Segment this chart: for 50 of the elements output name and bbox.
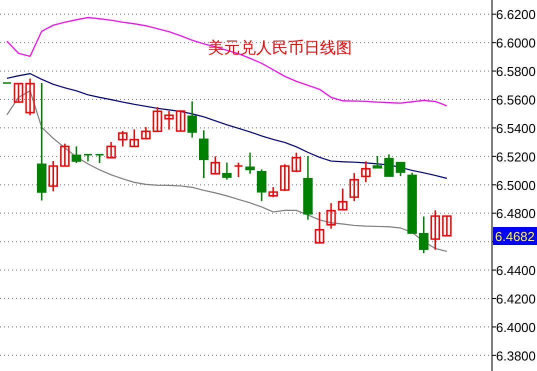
candlestick (72, 146, 82, 164)
text: 6.4682 (495, 229, 535, 244)
candlestick (130, 128, 140, 148)
candlestick (198, 130, 208, 179)
y-tick-label: 6.4800 (496, 206, 536, 222)
line-series (6, 16, 448, 106)
candlestick (25, 78, 35, 116)
candlestick (83, 154, 93, 162)
candlestick (430, 210, 440, 250)
candlestick (372, 155, 382, 168)
candlestick (326, 202, 336, 230)
y-tick-label: 6.5200 (496, 149, 536, 164)
candlestick (94, 154, 104, 164)
candlestick (361, 160, 371, 183)
candlestick (280, 164, 290, 192)
y-tick-label: 6.5600 (496, 92, 536, 108)
candlestick (118, 130, 128, 148)
candlestick (164, 110, 174, 130)
candlestick (292, 152, 302, 173)
y-tick-label: 6.4200 (496, 292, 536, 307)
candlestick (349, 172, 359, 202)
candlestick (418, 216, 428, 254)
candlestick (384, 154, 394, 177)
candlestick (14, 82, 24, 103)
candlestick (442, 215, 452, 236)
candlestick (234, 162, 244, 178)
y-tick-label: 6.4400 (496, 263, 536, 278)
candlestick (396, 162, 406, 177)
candlestick (152, 106, 162, 132)
candlestick (210, 156, 220, 174)
candlestick (48, 160, 58, 192)
candlestick (141, 126, 151, 140)
candlestick (187, 100, 197, 138)
candlestick (60, 142, 70, 167)
y-tick-label: 6.5000 (496, 178, 536, 193)
candlestick (222, 162, 232, 180)
line-series (6, 73, 448, 179)
candlestick (256, 168, 266, 202)
candlestick (314, 211, 324, 244)
candlestick (106, 141, 116, 158)
y-tick-label: 6.5400 (496, 120, 536, 136)
candlestick (338, 188, 348, 210)
candlestick (176, 110, 186, 132)
y-tick-label: 6.6000 (496, 36, 536, 51)
candlestick (245, 152, 255, 174)
y-tick-label: 6.4000 (496, 320, 536, 335)
candlestick (268, 186, 278, 198)
y-tick-label: 6.3800 (496, 348, 536, 364)
y-tick-label: 6.6200 (496, 7, 536, 22)
y-tick-label: 6.5800 (496, 64, 536, 80)
